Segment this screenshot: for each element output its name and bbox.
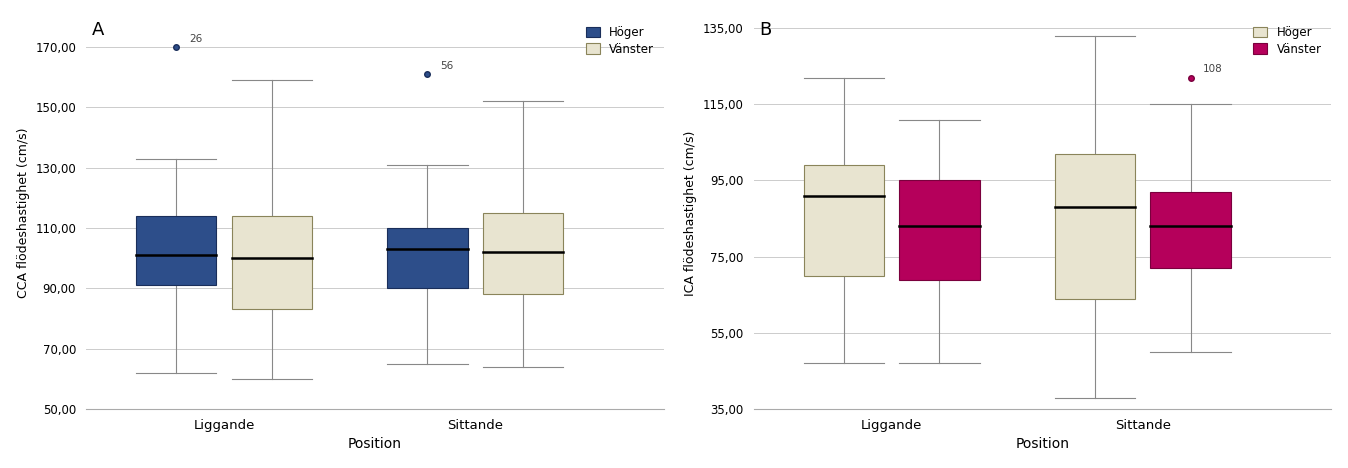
Bar bbox=[1150, 192, 1231, 268]
Bar bbox=[899, 181, 980, 279]
Legend: Höger, Vänster: Höger, Vänster bbox=[582, 22, 658, 59]
Text: 108: 108 bbox=[1204, 64, 1223, 74]
Text: 26: 26 bbox=[189, 34, 202, 44]
X-axis label: Position: Position bbox=[348, 437, 402, 451]
Text: B: B bbox=[759, 21, 771, 38]
Y-axis label: CCA flödeshastighet (cm/s): CCA flödeshastighet (cm/s) bbox=[16, 128, 30, 298]
X-axis label: Position: Position bbox=[1015, 437, 1069, 451]
Bar bbox=[483, 213, 563, 294]
Text: 56: 56 bbox=[439, 61, 453, 72]
Bar bbox=[232, 216, 311, 309]
Text: A: A bbox=[92, 21, 104, 38]
Bar bbox=[136, 216, 217, 285]
Y-axis label: ICA flödeshastighet (cm/s): ICA flödeshastighet (cm/s) bbox=[685, 130, 697, 296]
Bar bbox=[387, 228, 468, 288]
Bar bbox=[1055, 154, 1135, 299]
Legend: Höger, Vänster: Höger, Vänster bbox=[1250, 22, 1325, 59]
Bar bbox=[803, 165, 884, 276]
